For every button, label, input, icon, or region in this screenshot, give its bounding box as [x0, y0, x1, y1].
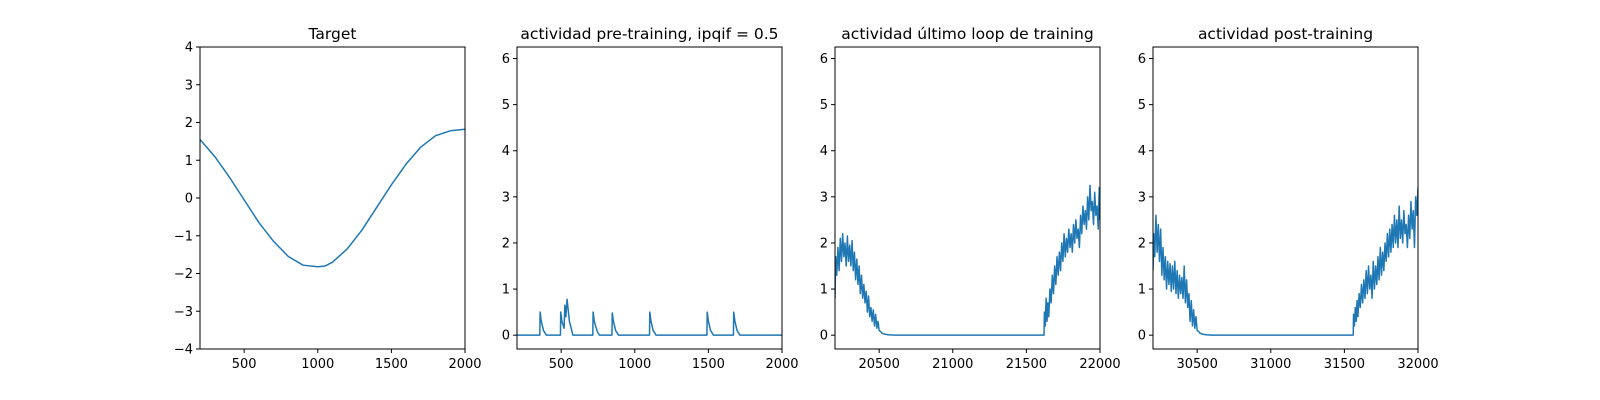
y-tick-label: 6 — [1138, 52, 1146, 67]
x-tick-label: 21000 — [932, 357, 973, 372]
x-tick-label: 31000 — [1250, 357, 1291, 372]
axes-frame — [1152, 46, 1419, 350]
chart-title: actividad último loop de training — [841, 25, 1093, 43]
chart-panel-3: 20500 21000 21500 22000 0 1 2 3 4 5 6 actividad últ… — [820, 25, 1121, 372]
y-tick-label: −2 — [174, 267, 193, 282]
axes-frame — [516, 46, 783, 350]
y-tick-label: 3 — [185, 78, 193, 93]
chart-title: Target — [308, 25, 357, 43]
x-tick-label: 2000 — [765, 357, 798, 372]
axes-frame — [834, 46, 1101, 350]
y-tick-label: 4 — [820, 144, 828, 159]
y-tick-label: 5 — [1138, 98, 1146, 113]
y-tick-label: 4 — [502, 144, 510, 159]
series-line — [1153, 187, 1418, 336]
y-tick-label: 6 — [820, 52, 828, 67]
y-tick-label: 0 — [820, 329, 828, 344]
series-line — [835, 184, 1100, 336]
x-tick-label: 2000 — [448, 357, 481, 372]
x-tick-label: 32000 — [1397, 357, 1438, 372]
y-tick-label: −1 — [174, 229, 193, 244]
chart-title: actividad pre-training, ipqif = 0.5 — [520, 25, 778, 43]
axes-frame — [199, 46, 466, 350]
x-tick-label: 22000 — [1079, 357, 1120, 372]
y-tick-label: 3 — [820, 190, 828, 205]
x-tick-label: 1000 — [301, 357, 334, 372]
y-tick-label: 1 — [185, 154, 193, 169]
y-tick-label: 4 — [185, 41, 193, 56]
y-tick-label: 2 — [185, 116, 193, 131]
y-tick-label: 1 — [820, 283, 828, 298]
y-tick-label: 2 — [502, 236, 510, 251]
y-tick-label: 2 — [820, 236, 828, 251]
y-tick-label: 4 — [1138, 144, 1146, 159]
x-tick-label: 500 — [232, 357, 257, 372]
y-tick-label: −3 — [174, 305, 193, 320]
y-tick-label: 6 — [502, 52, 510, 67]
y-tick-label: 1 — [502, 283, 510, 298]
y-tick-label: 0 — [502, 329, 510, 344]
series-line — [200, 128, 465, 268]
x-tick-label: 500 — [549, 357, 574, 372]
x-tick-label: 21500 — [1006, 357, 1047, 372]
y-tick-label: 5 — [820, 98, 828, 113]
y-tick-label: 0 — [185, 192, 193, 207]
x-tick-label: 20500 — [858, 357, 899, 372]
y-tick-label: 0 — [1138, 329, 1146, 344]
y-tick-label: 1 — [1138, 283, 1146, 298]
y-tick-label: 2 — [1138, 236, 1146, 251]
chart-title: actividad post-training — [1198, 25, 1373, 43]
x-tick-label: 1500 — [692, 357, 725, 372]
y-tick-label: 5 — [502, 98, 510, 113]
series-line — [517, 298, 782, 336]
chart-panel-4: 30500 31000 31500 32000 0 1 2 3 4 5 6 actividad pos… — [1138, 25, 1439, 372]
y-tick-label: 3 — [502, 190, 510, 205]
chart-panel-1: 500 1000 1500 2000 −4 −3 −2 −1 0 1 2 3 4 Target — [174, 25, 482, 372]
chart-panel-2: 500 1000 1500 2000 0 1 2 3 4 5 6 actividad pre-trai… — [502, 25, 799, 372]
x-tick-label: 1000 — [618, 357, 651, 372]
y-tick-label: −4 — [174, 343, 193, 358]
x-tick-label: 1500 — [375, 357, 408, 372]
x-tick-label: 30500 — [1176, 357, 1217, 372]
y-tick-label: 3 — [1138, 190, 1146, 205]
x-tick-label: 31500 — [1324, 357, 1365, 372]
